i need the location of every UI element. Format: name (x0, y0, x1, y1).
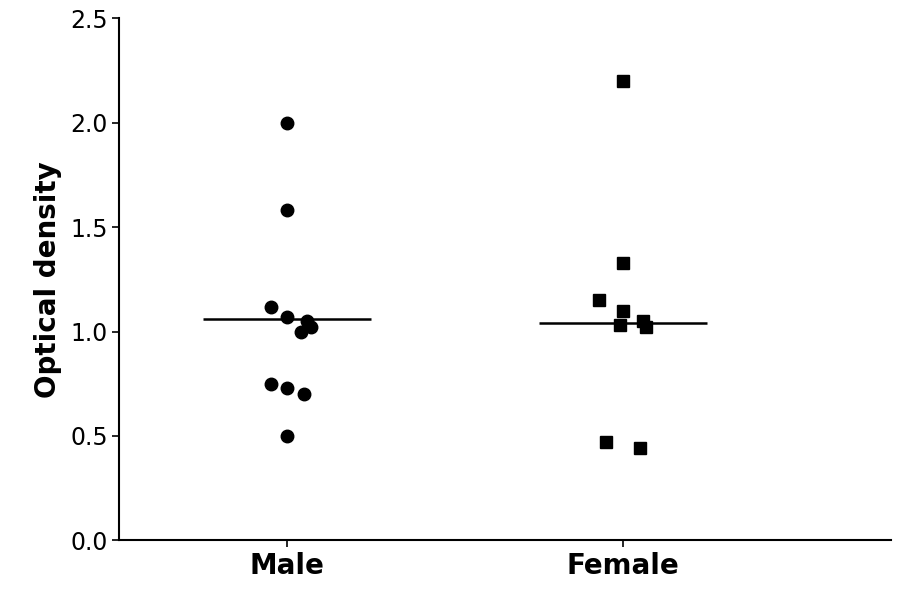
Y-axis label: Optical density: Optical density (34, 161, 62, 398)
